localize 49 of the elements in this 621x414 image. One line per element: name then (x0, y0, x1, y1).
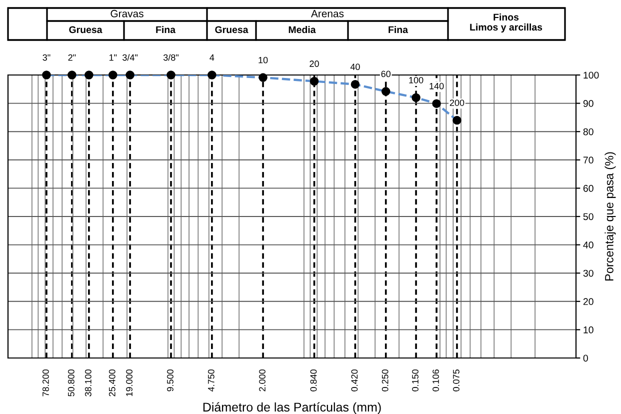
y-tick-label: 100 (584, 72, 599, 79)
annotation: 140 (430, 82, 444, 90)
x-tick-label: 0.250 (382, 369, 388, 392)
text: Gruesa (69, 26, 102, 34)
annotation: 2" (68, 54, 76, 61)
y-tick-label: 30 (583, 270, 594, 277)
annotation: 40 (350, 64, 360, 70)
text: Fina (156, 26, 176, 34)
y-tick-label: 10 (584, 326, 594, 334)
text: Finos (494, 13, 519, 21)
text: Fina (388, 26, 408, 34)
y-axis-title: Porcentaje que pasa (%) (604, 152, 616, 280)
annotation: 3/8" (163, 54, 178, 61)
y-tick-label: 20 (583, 298, 594, 306)
y-tick-label: 80 (583, 128, 594, 136)
x-tick-label: 50.800 (68, 369, 74, 396)
x-tick-label: 78.200 (42, 369, 49, 396)
y-tick-label: 50 (583, 213, 594, 220)
x-tick-label: 0.840 (310, 369, 317, 392)
annotation: 10 (258, 56, 268, 64)
annotation: 3/4" (122, 54, 138, 61)
x-tick-label: 4.750 (208, 369, 214, 392)
annotation: 200 (450, 100, 464, 106)
annotation: 3" (42, 54, 50, 61)
x-tick-label: 0.420 (351, 369, 358, 392)
annotation: 1" (109, 54, 117, 61)
x-axis-title: Diámetro de las Partículas (mm) (203, 402, 381, 414)
x-tick-label: 19.000 (126, 369, 132, 396)
text: Gruesa (215, 26, 248, 34)
text: Media (288, 26, 316, 34)
text: Arenas (311, 10, 344, 18)
text: Limos y arcillas (470, 23, 542, 33)
x-tick-label: 9.500 (167, 369, 174, 392)
y-tick-label: 60 (583, 184, 594, 192)
text: Gravas (110, 10, 144, 18)
y-tick-label: 70 (583, 156, 594, 164)
x-tick-label: 38.100 (84, 369, 92, 396)
y-tick-label: 40 (583, 242, 594, 248)
x-tick-label: 2.000 (259, 369, 266, 392)
annotation: 20 (310, 60, 319, 67)
annotation: 60 (381, 70, 391, 78)
y-tick-label: 0 (583, 354, 588, 362)
x-tick-label: 25.400 (108, 369, 116, 396)
y-tick-label: 90 (583, 100, 594, 107)
annotation: 100 (409, 76, 424, 84)
annotation: 4 (210, 54, 214, 61)
x-tick-label: 0.106 (432, 370, 439, 392)
x-tick-label: 0.150 (412, 369, 418, 392)
x-tick-label: 0.075 (453, 369, 460, 392)
